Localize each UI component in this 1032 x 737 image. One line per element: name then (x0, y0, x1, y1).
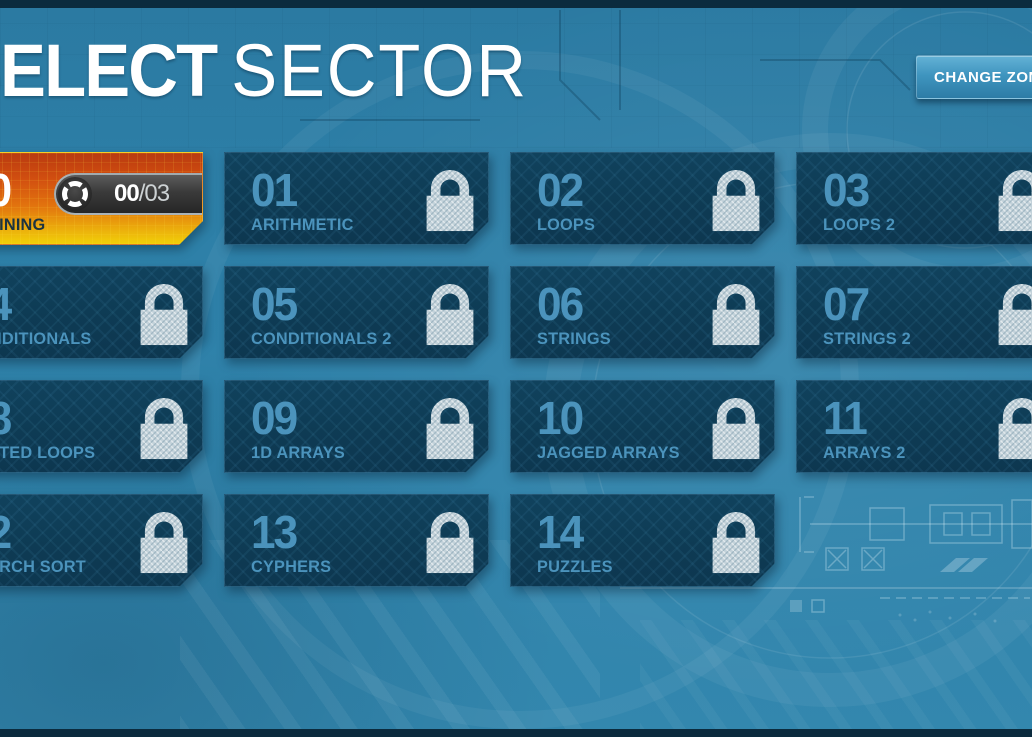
sector-number: 14 (537, 506, 583, 558)
bottom-edge-bar (0, 729, 1032, 737)
sector-label: ARITHMETIC (251, 215, 354, 234)
lock-icon (425, 511, 475, 579)
sector-label: PUZZLES (537, 557, 613, 576)
lock-icon (997, 169, 1032, 237)
sector-tile[interactable]: 01 ARITHMETIC (224, 152, 489, 245)
target-crosshair-icon (58, 177, 92, 211)
lock-icon (711, 283, 761, 351)
sector-label: TRAINING (3, 215, 46, 234)
page-title: SELECTSECTOR (0, 34, 528, 108)
sector-tile[interactable]: 09 1D ARRAYS (224, 380, 489, 473)
sector-number: 09 (251, 392, 297, 444)
sector-number: 03 (823, 164, 869, 216)
progress-total: 03 (144, 180, 170, 207)
lock-icon (425, 169, 475, 237)
sector-number: 04 (0, 281, 10, 327)
lock-icon (997, 397, 1032, 465)
sector-tile-training[interactable]: 00 TRAINING 00/03 (0, 152, 203, 245)
lock-icon (139, 397, 189, 465)
sector-number: 00 (0, 167, 10, 213)
sector-tile[interactable]: 07 STRINGS 2 (796, 266, 1032, 359)
sector-label: CYPHERS (251, 557, 332, 576)
sector-number: 10 (537, 392, 583, 444)
lock-icon (139, 283, 189, 351)
progress-separator: / (138, 180, 145, 207)
sector-number: 07 (823, 278, 869, 330)
page-title-select: SELECT (0, 29, 218, 112)
sector-tile[interactable]: 14 PUZZLES (510, 494, 775, 587)
sector-tile[interactable]: 10 JAGGED ARRAYS (510, 380, 775, 473)
sector-label: LOOPS 2 (823, 215, 896, 234)
sector-number: 01 (251, 164, 297, 216)
sector-tile[interactable]: 11 ARRAYS 2 (796, 380, 1032, 473)
sector-tile[interactable]: 13 CYPHERS (224, 494, 489, 587)
sector-tile[interactable]: 04 CONDITIONALS (0, 266, 203, 359)
sector-label: NESTED LOOPS (0, 443, 96, 462)
sector-tile[interactable]: 02 LOOPS (510, 152, 775, 245)
sector-label: CONDITIONALS 2 (251, 329, 392, 348)
sector-label: SEARCH SORT (0, 557, 86, 576)
sector-label: JAGGED ARRAYS (537, 443, 680, 462)
sector-label: ARRAYS 2 (823, 443, 906, 462)
sector-number: 11 (823, 392, 866, 444)
sector-tile[interactable]: 05 CONDITIONALS 2 (224, 266, 489, 359)
sector-number: 02 (537, 164, 583, 216)
page-title-sector: SECTOR (231, 29, 528, 112)
sector-label: STRINGS 2 (823, 329, 911, 348)
lock-icon (711, 511, 761, 579)
sector-number: 06 (537, 278, 583, 330)
lock-icon (425, 397, 475, 465)
lock-icon (711, 397, 761, 465)
sector-tile[interactable]: 12 SEARCH SORT (0, 494, 203, 587)
sector-label: STRINGS (537, 329, 611, 348)
sector-label: CONDITIONALS (1, 329, 92, 348)
lock-icon (997, 283, 1032, 351)
lock-icon (139, 511, 189, 579)
sector-number: 08 (0, 395, 10, 441)
sector-number: 12 (0, 509, 10, 555)
progress-text: 00/03 (114, 182, 169, 206)
lock-icon (425, 283, 475, 351)
sector-label: 1D ARRAYS (251, 443, 345, 462)
progress-counter: 00/03 (54, 173, 202, 215)
sector-tile[interactable]: 03 LOOPS 2 (796, 152, 1032, 245)
change-zone-button[interactable]: CHANGE ZONE (916, 55, 1032, 99)
sector-tile[interactable]: 08 NESTED LOOPS (0, 380, 203, 473)
lock-icon (711, 169, 761, 237)
sector-label: LOOPS (537, 215, 596, 234)
top-edge-bar (0, 0, 1032, 8)
sector-number: 13 (251, 506, 297, 558)
sector-tile[interactable]: 06 STRINGS (510, 266, 775, 359)
progress-current: 00 (114, 180, 139, 207)
sector-number: 05 (251, 278, 297, 330)
diagonal-streaks-decoration (640, 620, 1032, 737)
